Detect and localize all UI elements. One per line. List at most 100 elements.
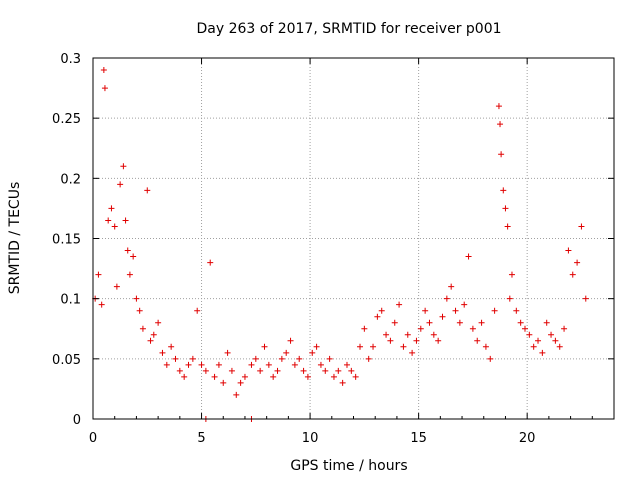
data-point: [122, 217, 129, 224]
data-point: [508, 271, 515, 278]
chart-title: Day 263 of 2017, SRMTID for receiver p00…: [196, 21, 501, 37]
data-point: [413, 337, 420, 344]
data-point: [155, 319, 162, 326]
data-point: [270, 373, 277, 380]
data-point: [335, 367, 342, 374]
data-point: [147, 337, 154, 344]
ticks: [92, 57, 614, 420]
data-point: [504, 223, 511, 230]
data-point: [224, 349, 231, 356]
y-tick-label: 0.2: [60, 172, 81, 187]
data-point: [530, 343, 537, 350]
data-point: [228, 367, 235, 374]
data-point: [172, 355, 179, 362]
data-point: [215, 361, 222, 368]
data-point: [248, 361, 255, 368]
data-point: [578, 223, 585, 230]
data-point: [339, 379, 346, 386]
data-point: [257, 367, 264, 374]
data-point: [374, 313, 381, 320]
data-point: [370, 343, 377, 350]
x-tick-label: 20: [519, 431, 536, 446]
data-point: [452, 307, 459, 314]
x-tick-label: 15: [410, 431, 427, 446]
data-point: [133, 295, 140, 302]
data-point: [391, 319, 398, 326]
data-point: [322, 367, 329, 374]
grid: [93, 58, 614, 419]
data-point: [548, 331, 555, 338]
data-point: [105, 217, 112, 224]
x-tick-label: 5: [197, 431, 205, 446]
x-tick-label: 10: [302, 431, 319, 446]
data-point: [237, 379, 244, 386]
data-point: [430, 331, 437, 338]
data-point: [194, 307, 201, 314]
data-point: [330, 373, 337, 380]
data-point: [556, 343, 563, 350]
y-tick-label: 0.15: [52, 233, 81, 248]
data-point: [120, 163, 127, 170]
data-point: [495, 103, 502, 110]
data-point: [252, 355, 259, 362]
data-point: [517, 319, 524, 326]
data-point: [159, 349, 166, 356]
data-point: [150, 331, 157, 338]
data-point: [261, 343, 268, 350]
data-point: [343, 361, 350, 368]
data-point: [543, 319, 550, 326]
data-point: [448, 283, 455, 290]
data-point: [313, 343, 320, 350]
data-point: [317, 361, 324, 368]
y-axis-label: SRMTID / TECUs: [7, 182, 23, 295]
data-point: [100, 67, 107, 74]
data-point: [387, 337, 394, 344]
data-point: [181, 373, 188, 380]
data-point: [378, 307, 385, 314]
data-point: [498, 151, 505, 158]
data-point: [491, 307, 498, 314]
data-point: [539, 349, 546, 356]
data-point: [111, 223, 118, 230]
data-point: [426, 319, 433, 326]
data-point: [565, 247, 572, 254]
data-point: [265, 361, 272, 368]
data-point: [352, 373, 359, 380]
data-point: [521, 325, 528, 332]
data-point: [274, 367, 281, 374]
data-point: [126, 271, 133, 278]
data-point: [198, 361, 205, 368]
data-point: [535, 337, 542, 344]
data-point: [439, 313, 446, 320]
y-tick-label: 0.25: [52, 112, 81, 127]
data-point: [211, 373, 218, 380]
data-point: [396, 301, 403, 308]
data-point: [101, 85, 108, 92]
data-point: [304, 373, 311, 380]
data-point: [561, 325, 568, 332]
data-point: [474, 337, 481, 344]
y-tick-label: 0.3: [60, 52, 81, 67]
data-point: [383, 331, 390, 338]
data-point: [456, 319, 463, 326]
data-point: [139, 325, 146, 332]
data-point: [574, 259, 581, 266]
data-point: [443, 295, 450, 302]
data-point: [185, 361, 192, 368]
data-point: [361, 325, 368, 332]
data-point: [168, 343, 175, 350]
x-tick-label: 0: [89, 431, 97, 446]
data-point: [435, 337, 442, 344]
y-tick-label: 0.1: [60, 293, 81, 308]
data-point: [241, 373, 248, 380]
data-point: [300, 367, 307, 374]
data-point: [309, 349, 316, 356]
data-point: [552, 337, 559, 344]
data-point: [95, 271, 102, 278]
data-point: [117, 181, 124, 188]
data-point: [278, 355, 285, 362]
data-point: [113, 283, 120, 290]
data-point: [296, 355, 303, 362]
data-point: [176, 367, 183, 374]
